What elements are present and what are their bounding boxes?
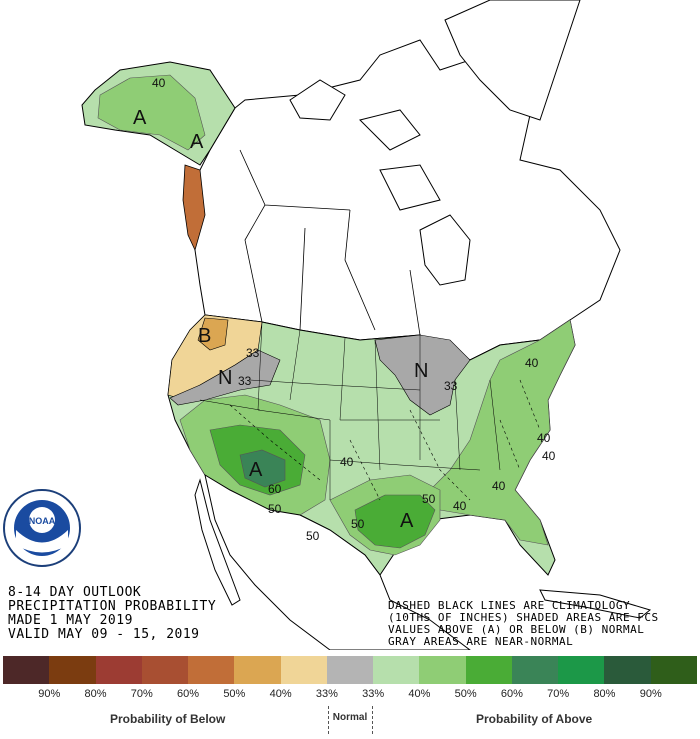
legend-color-bar <box>3 656 697 684</box>
value-40-se: 40 <box>453 499 467 513</box>
value-50-az: 50 <box>268 502 282 516</box>
legend-swatch <box>326 656 374 684</box>
west-near-normal <box>169 349 281 406</box>
value-50-tx: 50 <box>351 517 365 531</box>
outlook-title: 8-14 DAY OUTLOOK <box>8 585 141 600</box>
legend-swatch <box>141 656 189 684</box>
value-50-nm: 50 <box>306 529 320 543</box>
below-caption: Probability of Below <box>110 712 226 726</box>
note-line-2: (10THS OF INCHES) SHADED AREAS ARE FCS <box>388 611 659 624</box>
legend-label: 90% <box>639 688 662 700</box>
greenland <box>444 0 581 121</box>
value-40-ne: 40 <box>525 356 539 370</box>
value-40-ga: 40 <box>492 479 506 493</box>
legend-label: 40% <box>408 688 431 700</box>
arctic-islands <box>289 79 441 211</box>
valid-dates: VALID MAY 09 - 15, 2019 <box>8 627 200 642</box>
legend-swatch <box>188 656 235 684</box>
value-60-az: 60 <box>268 482 282 496</box>
note-line-4: GRAY AREAS ARE NEAR-NORMAL <box>388 635 573 648</box>
legend-swatch <box>373 656 420 684</box>
value-40-ma: 40 <box>537 431 551 445</box>
legend-swatch <box>49 656 96 684</box>
legend-label: 60% <box>177 688 200 700</box>
label-n-midwest: N <box>414 360 428 382</box>
legend-swatch <box>604 656 651 684</box>
midwest-near-normal <box>374 334 471 416</box>
normal-divider-left <box>328 706 329 734</box>
legend-label: 90% <box>38 688 61 700</box>
legend-label: 50% <box>454 688 477 700</box>
value-33-west1: 33 <box>246 346 260 360</box>
legend-spacer <box>674 688 697 700</box>
label-n-west: N <box>218 367 232 389</box>
notes-block: DASHED BLACK LINES ARE CLIMATOLOGY (10TH… <box>388 599 659 648</box>
label-a-southwest: A <box>249 459 263 481</box>
east-a40 <box>429 319 576 546</box>
pnw-b40 <box>197 317 229 351</box>
outlook-subtitle: PRECIPITATION PROBABILITY <box>8 599 216 614</box>
texas-a50 <box>354 494 436 549</box>
legend-label: 80% <box>84 688 107 700</box>
province-lines <box>239 149 421 336</box>
note-line-3: VALUES ABOVE (A) OR BELOW (B) NORMAL <box>388 623 644 636</box>
above-caption: Probability of Above <box>476 712 593 726</box>
value-40-fl: 40 <box>542 449 556 463</box>
legend-labels: 90% 80% 70% 60% 50% 40% 33% 33% 40% 50% 60% 70% 80% 9… <box>3 688 697 700</box>
southwest-a60 <box>239 449 286 488</box>
legend-label: 40% <box>269 688 292 700</box>
noaa-logo: NOAA <box>3 489 81 567</box>
legend-label: 33% <box>315 688 338 700</box>
climatology-lines <box>229 379 541 501</box>
legend-swatch <box>465 656 512 684</box>
value-50-se: 50 <box>422 492 436 506</box>
legend-swatch <box>650 656 697 684</box>
legend-swatch <box>234 656 281 684</box>
hudson-bay <box>419 214 471 286</box>
baja <box>194 478 241 606</box>
label-a-alaska: A <box>133 107 147 129</box>
legend-swatch <box>3 656 50 684</box>
legend-label: 80% <box>593 688 616 700</box>
bc-coast <box>182 164 206 252</box>
legend-spacer <box>3 688 26 700</box>
legend-label: 70% <box>130 688 153 700</box>
value-40-alaska: 40 <box>152 76 166 90</box>
value-40-plains: 40 <box>340 455 354 469</box>
normal-caption: Normal <box>332 712 368 723</box>
legend-label: 33% <box>362 688 385 700</box>
legend-label: 70% <box>547 688 570 700</box>
label-a-texas: A <box>400 510 414 532</box>
outlook-map: A A B N N A A 40 33 33 33 40 60 50 50 50… <box>3 0 659 650</box>
mexico-land <box>204 473 471 650</box>
alaska-a40 <box>97 74 206 151</box>
cuba <box>539 589 652 619</box>
legend-label: 60% <box>500 688 523 700</box>
made-date: MADE 1 MAY 2019 <box>8 613 133 628</box>
value-33-west2: 33 <box>238 374 252 388</box>
normal-divider-right <box>372 706 373 734</box>
label-a-yukon: A <box>190 131 204 153</box>
label-b-pnw: B <box>198 325 211 347</box>
value-33-midwest: 33 <box>444 379 458 393</box>
legend-swatch <box>419 656 466 684</box>
legend-swatch <box>95 656 142 684</box>
note-line-1: DASHED BLACK LINES ARE CLIMATOLOGY <box>388 599 630 612</box>
noaa-logo-text: NOAA <box>29 516 56 526</box>
legend-label: 50% <box>223 688 246 700</box>
legend-swatch <box>280 656 327 684</box>
legend-swatch <box>511 656 559 684</box>
legend-swatch <box>558 656 605 684</box>
